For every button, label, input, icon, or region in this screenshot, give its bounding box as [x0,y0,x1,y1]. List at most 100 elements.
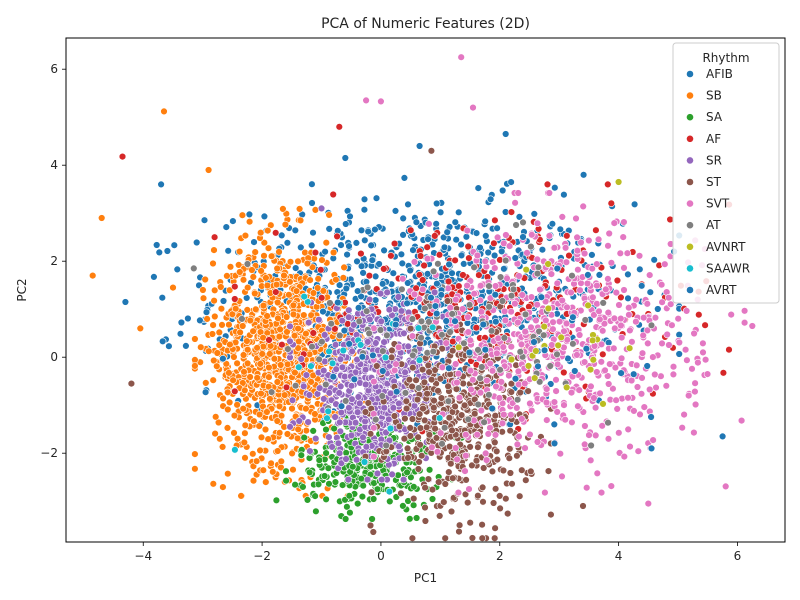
data-point [527,293,536,301]
data-point [359,482,367,490]
data-point [616,249,624,258]
data-point [638,374,646,382]
data-point [562,258,571,266]
data-point [597,358,605,366]
data-point [294,324,302,333]
data-point [250,238,258,246]
data-point [446,304,454,312]
data-point [694,358,702,367]
data-point [370,453,378,461]
data-point [265,336,273,344]
data-point [725,346,733,354]
data-point [424,361,432,370]
data-point [604,308,612,317]
data-point [244,346,252,354]
data-point [425,466,434,474]
data-point [626,442,634,451]
data-point [329,373,337,381]
data-point [365,329,373,338]
data-point [399,502,407,510]
data-point [367,488,376,496]
data-point [599,400,607,408]
data-point [279,205,287,213]
data-point [457,411,466,419]
data-point [366,521,375,530]
data-point [428,495,437,503]
data-point [224,470,232,478]
data-point [612,396,620,404]
data-point [434,387,442,395]
data-point [508,480,516,488]
data-point [241,421,250,429]
data-point [418,365,427,374]
data-point [580,249,589,258]
data-point [441,480,449,488]
data-point [165,342,173,350]
data-point [393,388,401,396]
data-point [319,307,327,316]
legend-label-sb: SB [706,89,722,103]
data-point [466,443,474,451]
data-point [243,306,252,314]
data-point [197,343,205,351]
data-point [358,492,367,501]
data-point [451,317,459,325]
data-point [550,244,559,252]
data-point [423,349,431,357]
data-point [615,301,623,309]
data-point [406,432,415,440]
data-point [584,271,592,279]
data-point [389,269,397,277]
data-point [737,416,746,425]
data-point [204,166,213,174]
data-point [647,321,656,329]
data-point [322,425,330,434]
data-point [354,304,363,312]
data-point [514,367,523,376]
data-point [476,296,484,305]
data-point [427,147,436,155]
data-point [636,410,644,419]
data-point [364,227,372,236]
data-point [464,498,472,507]
data-point [385,306,394,314]
data-point [516,348,524,356]
data-point [309,289,318,297]
data-point [594,235,603,244]
data-point [466,336,474,344]
data-point [409,246,417,254]
data-point [521,310,530,319]
data-point [589,356,597,364]
data-point [513,452,521,460]
data-point [491,412,499,420]
data-point [604,275,612,283]
data-point [289,466,297,474]
data-point [507,208,516,216]
data-point [317,204,326,213]
data-point [455,527,463,536]
data-point [248,266,256,274]
data-point [579,171,588,179]
data-point [518,466,526,474]
data-point [295,363,303,371]
data-point [405,376,414,384]
data-point [257,229,265,237]
data-point [632,361,641,369]
data-point [635,252,644,260]
legend-label-sr: SR [706,153,722,167]
data-point [593,469,601,477]
data-point [420,261,428,270]
data-point [243,359,252,368]
data-point [343,250,351,259]
data-point [256,446,264,455]
data-point [528,231,536,239]
data-point [593,281,601,290]
data-point [286,423,294,431]
data-point [637,390,646,398]
data-point [229,217,237,225]
data-point [587,441,595,450]
data-point [579,502,587,510]
data-point [246,316,255,325]
data-point [665,341,673,349]
data-point [400,174,409,182]
